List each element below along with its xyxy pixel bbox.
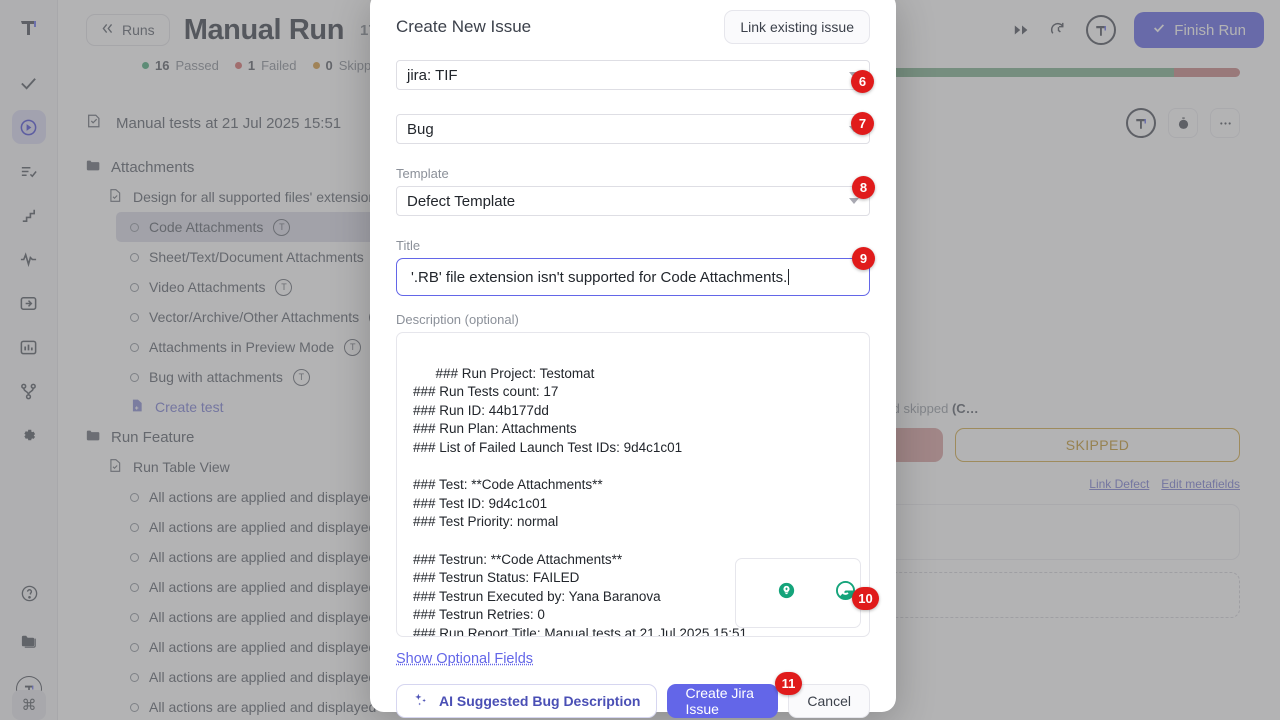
show-optional-fields-link[interactable]: Show Optional Fields <box>396 651 533 667</box>
grammarly-lightbulb-icon[interactable] <box>741 563 796 623</box>
annotation-marker-9: 9 <box>852 247 875 270</box>
issue-type-select[interactable]: Bug <box>396 114 870 144</box>
description-text: ### Run Project: Testomat ### Run Tests … <box>413 366 747 637</box>
integration-select-value: jira: TIF <box>407 67 458 84</box>
description-label: Description (optional) <box>396 312 870 327</box>
title-input-value: '.RB' file extension isn't supported for… <box>411 269 787 286</box>
chevron-down-icon <box>849 198 859 204</box>
dialog-header: Create New Issue Link existing issue <box>396 10 870 44</box>
grammarly-widget[interactable] <box>735 558 861 628</box>
ai-suggested-bug-description-button[interactable]: AI Suggested Bug Description <box>396 684 657 718</box>
template-select[interactable]: Defect Template <box>396 186 870 216</box>
title-label: Title <box>396 238 870 253</box>
create-new-issue-dialog: Create New Issue Link existing issue jir… <box>370 0 896 712</box>
integration-select[interactable]: jira: TIF <box>396 60 870 90</box>
issue-type-select-value: Bug <box>407 121 434 138</box>
annotation-marker-7: 7 <box>851 112 874 135</box>
link-existing-issue-button[interactable]: Link existing issue <box>724 10 870 44</box>
annotation-marker-10: 10 <box>852 587 879 610</box>
annotation-marker-8: 8 <box>852 176 875 199</box>
template-select-value: Defect Template <box>407 193 515 210</box>
cancel-button[interactable]: Cancel <box>788 684 870 718</box>
description-textarea[interactable]: ### Run Project: Testomat ### Run Tests … <box>396 332 870 637</box>
grammarly-logo-icon[interactable] <box>798 562 855 624</box>
annotation-marker-11: 11 <box>775 672 802 695</box>
title-input[interactable]: '.RB' file extension isn't supported for… <box>396 258 870 296</box>
ai-suggest-label: AI Suggested Bug Description <box>439 693 640 709</box>
dialog-title: Create New Issue <box>396 17 531 37</box>
sparkles-icon <box>413 692 429 711</box>
create-jira-issue-button[interactable]: Create Jira Issue <box>667 684 778 718</box>
annotation-marker-6: 6 <box>851 70 874 93</box>
template-label: Template <box>396 166 870 181</box>
text-cursor <box>788 269 789 285</box>
